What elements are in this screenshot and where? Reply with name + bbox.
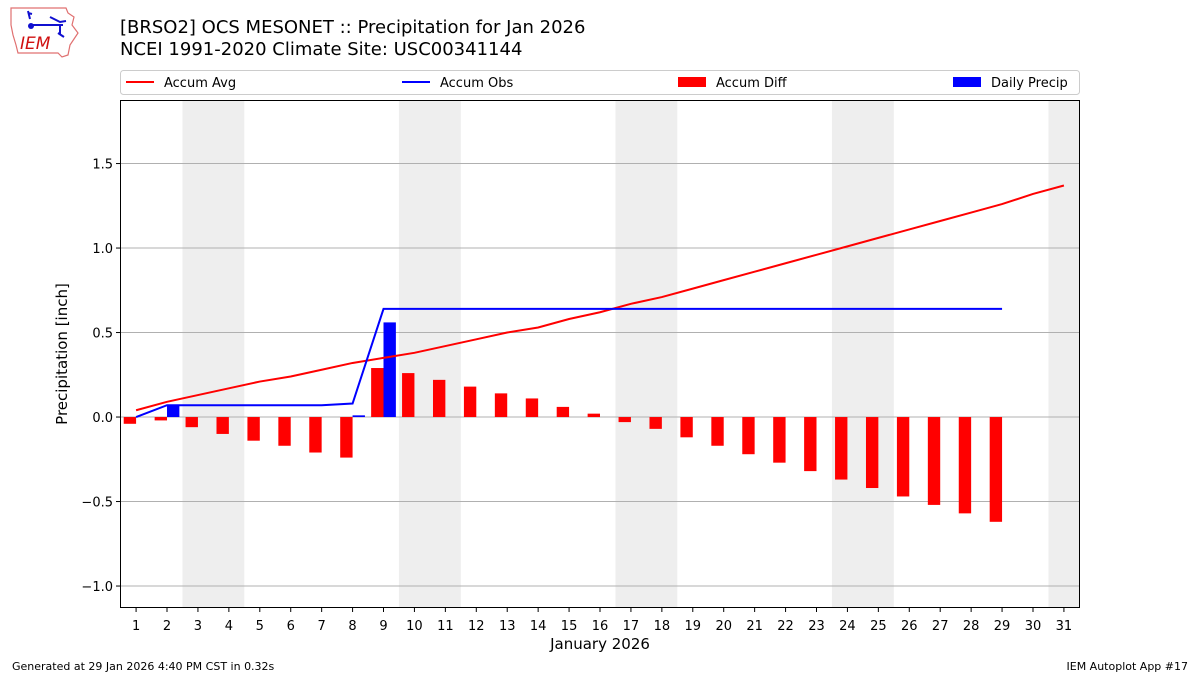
- x-tick-label: 9: [379, 619, 387, 634]
- x-tick-label: 22: [777, 619, 794, 634]
- legend-label: Accum Avg: [164, 76, 236, 91]
- weekend-shade: [182, 100, 245, 608]
- x-tick-label: 21: [746, 619, 763, 634]
- accum-diff-bar: [804, 417, 817, 472]
- accum-obs-line: [135, 307, 1003, 418]
- accum-diff-bar: [927, 417, 941, 505]
- accum-diff-bar: [463, 386, 477, 418]
- accum-diff-bar: [835, 417, 848, 480]
- x-tick-label: 4: [225, 619, 233, 634]
- x-tick-label: 3: [194, 619, 202, 634]
- x-tick-label: 12: [468, 619, 485, 634]
- x-tick-label: 17: [623, 619, 640, 634]
- generated-timestamp: Generated at 29 Jan 2026 4:40 PM CST in …: [12, 660, 275, 673]
- x-tick-label: 20: [715, 619, 732, 634]
- accum-diff-bar: [216, 417, 229, 434]
- x-tick-label: 2: [163, 619, 171, 634]
- x-tick-label: 13: [499, 619, 516, 634]
- y-tick-label: 1.0: [92, 242, 113, 257]
- x-tick-label: 15: [561, 619, 578, 634]
- accum-diff-bar: [309, 417, 322, 453]
- accum-diff-bar: [680, 417, 693, 438]
- accum-diff-bar: [896, 417, 910, 497]
- legend-swatch-bar: [953, 77, 981, 87]
- plot-frame: [120, 100, 1080, 608]
- app-label: IEM Autoplot App #17: [1066, 660, 1189, 673]
- x-tick-label: 25: [870, 619, 887, 634]
- legend: Accum Avg Accum Obs Accum Diff Daily Precip: [120, 70, 1080, 95]
- accum-diff-bar: [958, 417, 972, 514]
- weekend-shade: [831, 100, 894, 608]
- x-tick-label: 6: [287, 619, 295, 634]
- accum-diff-bar: [340, 417, 353, 458]
- x-tick-label: 23: [808, 619, 825, 634]
- x-tick-label: 7: [318, 619, 326, 634]
- accum-diff-bar: [711, 417, 724, 446]
- accum-diff-bar: [649, 417, 662, 429]
- accum-diff-bar: [402, 373, 415, 418]
- accum-diff-bar: [247, 417, 260, 441]
- accum-diff-bar: [742, 417, 755, 455]
- x-tick-label: 27: [932, 619, 949, 634]
- legend-label: Daily Precip: [991, 76, 1068, 91]
- legend-label: Accum Diff: [716, 76, 788, 91]
- accum-avg-line: [135, 184, 1065, 412]
- y-tick-label: −1.0: [81, 580, 113, 595]
- chart-title: [BRSO2] OCS MESONET :: Precipitation for…: [120, 17, 586, 38]
- x-tick-label: 28: [963, 619, 980, 634]
- y-axis-label: Precipitation [inch]: [53, 283, 71, 425]
- y-tick-label: 0.5: [92, 327, 113, 342]
- x-tick-label: 10: [406, 619, 423, 634]
- accum-diff-bar: [587, 413, 600, 418]
- accum-diff-bar: [432, 379, 446, 418]
- daily-precip-bar: [383, 322, 396, 418]
- x-tick-label: 1: [132, 619, 140, 634]
- x-tick-label: 16: [592, 619, 609, 634]
- x-tick-label: 29: [994, 619, 1011, 634]
- x-tick-label: 30: [1025, 619, 1042, 634]
- accum-diff-bar: [185, 417, 198, 428]
- accum-diff-bar: [618, 417, 631, 423]
- accum-diff-bar: [556, 406, 570, 418]
- y-tick-label: −0.5: [81, 496, 113, 511]
- x-tick-label: 31: [1056, 619, 1073, 634]
- x-tick-label: 14: [530, 619, 547, 634]
- y-tick-label: 0.0: [92, 411, 113, 426]
- accum-diff-bar: [278, 417, 291, 446]
- chart-subtitle: NCEI 1991-2020 Climate Site: USC00341144: [120, 39, 523, 60]
- accum-diff-bar: [865, 417, 879, 489]
- logo-text: IEM: [20, 34, 51, 54]
- x-tick-label: 8: [348, 619, 356, 634]
- x-tick-label: 5: [256, 619, 264, 634]
- x-tick-label: 19: [685, 619, 702, 634]
- legend-label: Accum Obs: [440, 76, 513, 91]
- x-tick-label: 24: [839, 619, 856, 634]
- x-axis-label: January 2026: [549, 635, 650, 653]
- y-tick-label: 1.5: [92, 158, 113, 173]
- weekend-shade: [615, 100, 678, 608]
- accum-diff-bar: [525, 398, 539, 418]
- x-tick-label: 18: [654, 619, 671, 634]
- legend-swatch-bar: [678, 77, 706, 87]
- accum-diff-bar: [773, 417, 786, 463]
- accum-diff-bar: [154, 417, 168, 421]
- accum-diff-bar: [494, 393, 508, 418]
- accum-diff-bar: [371, 368, 384, 418]
- iem-logo: IEM: [8, 5, 80, 63]
- accum-diff-bar: [989, 417, 1003, 522]
- daily-precip-bar: [167, 405, 180, 418]
- x-tick-label: 26: [901, 619, 918, 634]
- daily-precip-bar: [352, 415, 365, 418]
- weekend-shade: [1048, 100, 1080, 608]
- accum-diff-bar: [123, 417, 137, 424]
- x-tick-label: 11: [437, 619, 454, 634]
